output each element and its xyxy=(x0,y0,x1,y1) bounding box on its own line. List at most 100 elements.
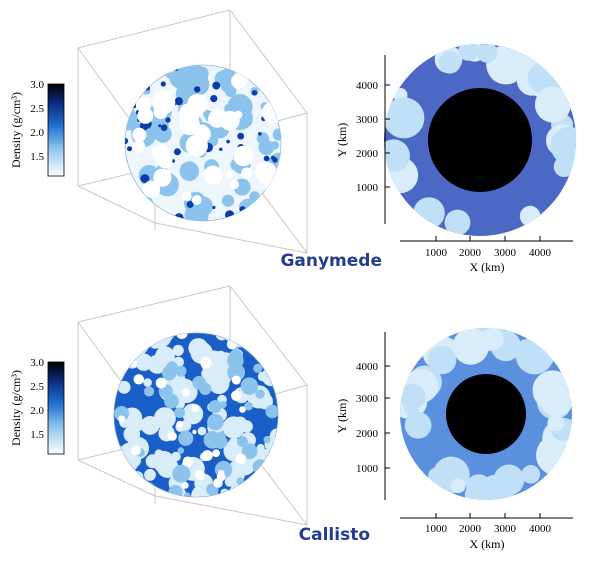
colorbar: 3.0 2.5 2.0 1.5 Density (g/cm³) xyxy=(9,79,65,177)
sphere-density-patches xyxy=(125,65,281,221)
density-patch xyxy=(229,483,250,497)
panel-callisto: 3.0 2.5 2.0 1.5 Density (g/cm³) xyxy=(0,282,600,565)
density-patch xyxy=(231,375,241,385)
density-patch xyxy=(179,161,200,181)
x-axis-label: X (km) xyxy=(470,260,505,274)
density-patch xyxy=(182,456,193,467)
fringe-blob xyxy=(476,44,498,63)
density-patch xyxy=(125,180,135,196)
density-patch xyxy=(192,429,197,435)
density-patch xyxy=(220,488,229,497)
density-patch xyxy=(160,124,168,131)
density-patch xyxy=(231,390,242,401)
colorbar-tick: 2.5 xyxy=(30,103,44,115)
density-patch xyxy=(224,333,235,341)
density-patch xyxy=(135,65,156,77)
x-tick-label: 3000 xyxy=(494,247,517,259)
y-tick-label: 4000 xyxy=(356,361,379,373)
colorbar-tick: 2.0 xyxy=(30,127,44,139)
density-patch xyxy=(123,425,141,443)
moon-name-label: Callisto xyxy=(299,525,370,545)
density-patch xyxy=(116,483,133,497)
callisto-figure: 3.0 2.5 2.0 1.5 Density (g/cm³) xyxy=(9,285,573,551)
fringe-blob xyxy=(521,465,541,484)
density-patch xyxy=(131,203,144,216)
density-patch xyxy=(194,469,206,481)
density-patch xyxy=(182,191,192,201)
density-patch xyxy=(133,374,144,385)
density-patch xyxy=(270,198,281,211)
cross-section-plot: 1000 2000 3000 4000 1000 2000 3000 4000 … xyxy=(335,328,573,551)
density-patch xyxy=(244,401,253,411)
density-patch xyxy=(256,336,268,347)
density-patch xyxy=(255,484,268,497)
density-patch xyxy=(152,90,176,115)
density-patch xyxy=(144,386,155,397)
fringe-blob xyxy=(428,467,445,484)
density-patch xyxy=(176,420,184,428)
density-patch xyxy=(159,333,174,342)
density-patch xyxy=(221,194,235,207)
density-patch xyxy=(216,472,226,482)
density-patch xyxy=(203,431,222,449)
density-patch xyxy=(207,413,224,431)
density-patch xyxy=(171,159,175,163)
y-tick-label: 1000 xyxy=(356,463,379,475)
density-patch xyxy=(125,114,142,131)
density-patch xyxy=(148,333,172,349)
density-patch xyxy=(146,204,154,213)
density-patch xyxy=(133,481,153,497)
x-tick-label: 2000 xyxy=(459,523,482,535)
density-patch xyxy=(188,338,209,358)
density-patch xyxy=(179,114,200,136)
density-patch xyxy=(194,86,201,93)
density-patch xyxy=(219,147,223,151)
fringe-blob xyxy=(478,474,515,500)
density-patch xyxy=(212,81,221,90)
core-region xyxy=(428,88,532,192)
y-tick-label: 2000 xyxy=(356,148,379,160)
fringe-blob xyxy=(444,209,471,236)
density-patch xyxy=(233,110,243,120)
colorbar-tick: 1.5 xyxy=(30,151,44,163)
density-patch xyxy=(175,365,187,377)
x-tick-label: 4000 xyxy=(529,247,552,259)
density-patch xyxy=(125,208,135,221)
density-sphere xyxy=(113,332,279,498)
density-patch xyxy=(151,144,170,163)
fringe-blob xyxy=(438,51,461,74)
density-patch xyxy=(235,68,251,83)
density-patch xyxy=(167,431,177,441)
density-patch xyxy=(238,489,246,497)
density-patch xyxy=(125,198,146,221)
fringe-blob xyxy=(481,328,504,350)
density-patch xyxy=(163,65,182,79)
fringe-blob xyxy=(550,126,576,165)
density-patch xyxy=(254,472,268,486)
density-patch xyxy=(271,155,275,160)
fringe-blob xyxy=(458,44,479,61)
fringe-blob xyxy=(515,336,554,375)
density-patch xyxy=(135,87,142,94)
density-patch xyxy=(187,93,208,115)
density-patch xyxy=(114,338,119,345)
density-patch xyxy=(260,210,267,216)
cross-section-disk xyxy=(384,44,576,236)
density-patch xyxy=(224,476,236,487)
x-tick-label: 4000 xyxy=(529,523,552,535)
colorbar: 3.0 2.5 2.0 1.5 Density (g/cm³) xyxy=(9,357,65,455)
density-patch xyxy=(208,109,227,128)
density-patch xyxy=(240,377,259,395)
density-patch xyxy=(172,464,191,483)
density-patch xyxy=(276,193,281,202)
density-patch xyxy=(250,480,266,496)
fringe-blob xyxy=(404,411,432,439)
colorbar-tick: 2.5 xyxy=(30,381,44,393)
density-patch xyxy=(125,87,135,100)
colorbar-gradient xyxy=(47,83,65,177)
density-patch xyxy=(182,482,189,489)
density-patch xyxy=(270,141,280,150)
y-axis-label: Y (km) xyxy=(335,399,349,434)
density-patch xyxy=(225,210,235,220)
density-patch xyxy=(241,443,258,460)
